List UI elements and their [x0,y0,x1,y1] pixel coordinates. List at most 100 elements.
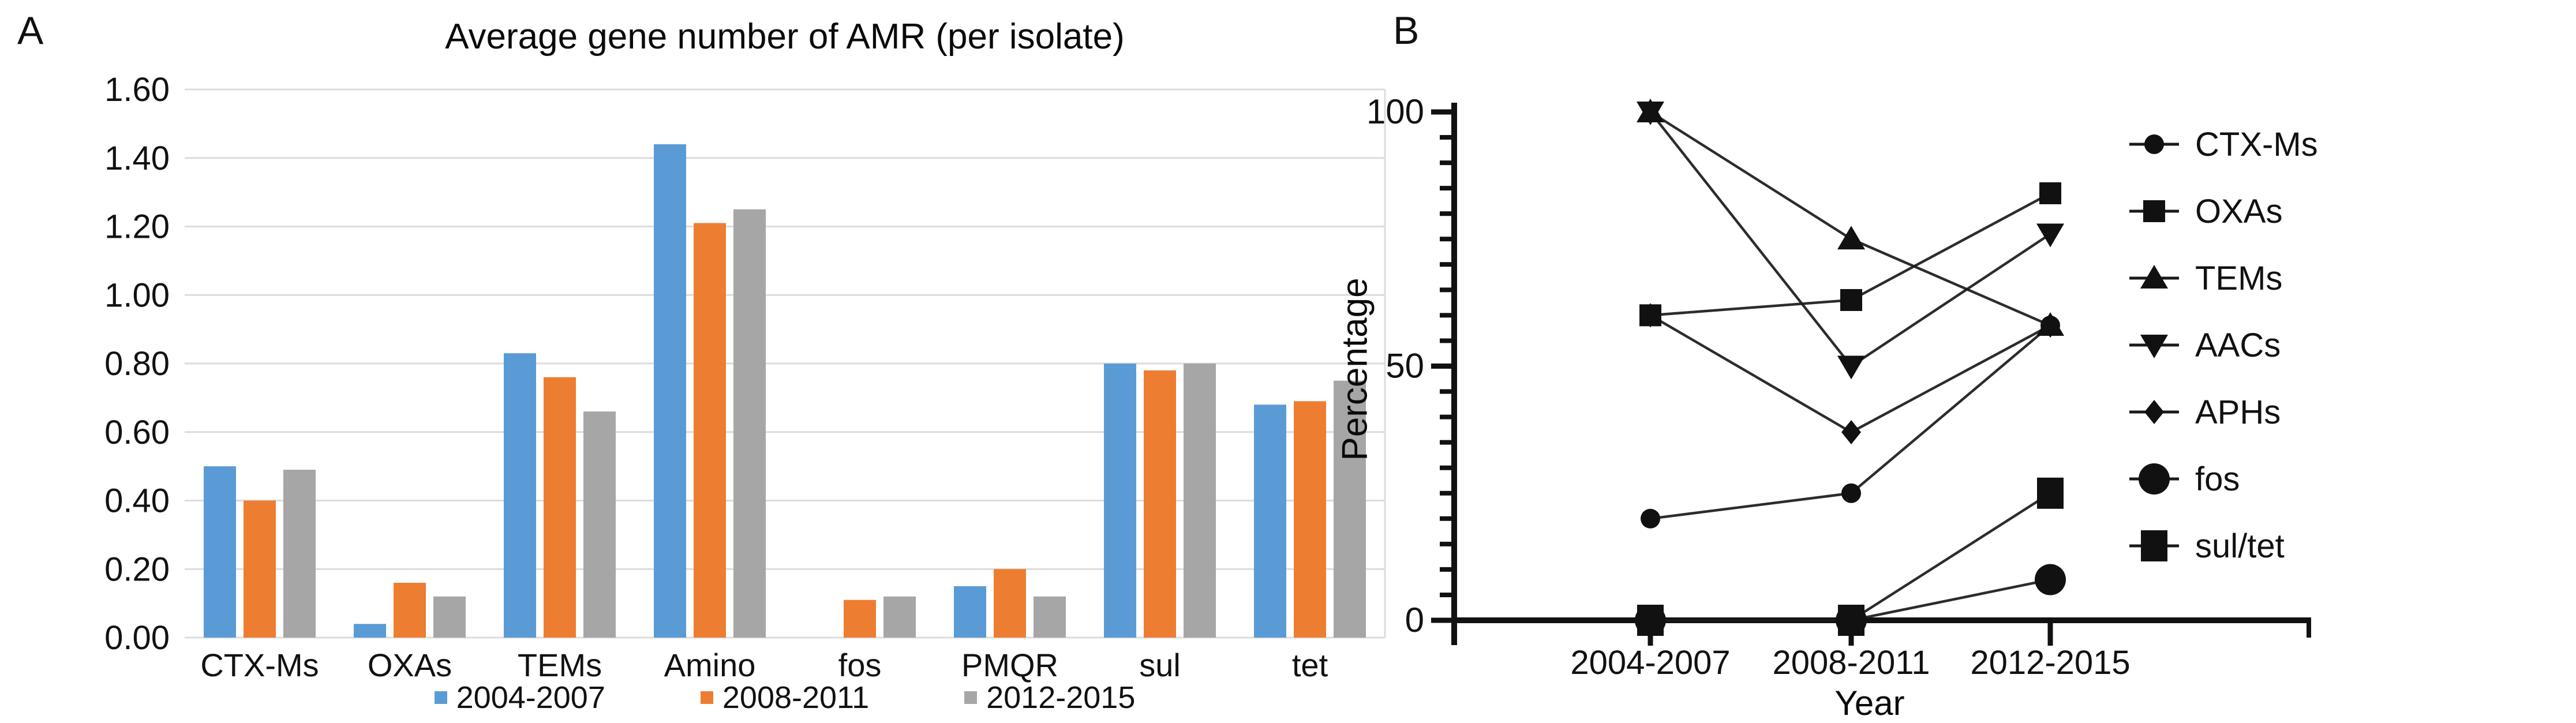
bar-series-2012-2015 [283,209,1366,638]
bar-sul-2012-2015 [1184,364,1216,638]
bar-series-2008-2011 [244,223,1326,638]
bar-sul-2008-2011 [1144,370,1176,638]
legend-item-TEMs: TEMs [2129,260,2282,297]
bar-OXAs-2008-2011 [394,583,426,638]
bar-sul-2004-2007 [1104,364,1136,638]
bar-OXAs-2012-2015 [433,596,466,638]
legend-item-label: TEMs [2195,260,2282,297]
marker-AACs [1837,355,1865,380]
bar-Amino-2008-2011 [694,223,726,638]
bar-chart-y-tick-label: 1.40 [104,140,170,177]
bar-fos-2008-2011 [844,600,876,638]
line-chart-axes [1431,103,2311,646]
line-chart-markers [1635,99,2066,636]
marker-OXAs [1639,304,1661,327]
bar-TEMs-2008-2011 [544,377,576,638]
bar-tet-2004-2007 [1254,404,1286,638]
bar-TEMs-2004-2007 [504,353,536,638]
bar-chart-y-tick-label: 1.00 [104,276,170,314]
marker-sul/tet [2037,477,2064,509]
legend-item-label: CTX-Ms [2195,126,2318,163]
bar-CTX-Ms-2004-2007 [204,466,236,638]
legend-item-label: fos [2195,460,2240,498]
line-chart: 0 50 100 2004-2007 2008-2011 2012-2015 CTX-Ms O… [1366,92,2318,681]
bar-chart: 0.00 0.20 0.40 0.60 0.80 1.00 1.20 1.40 1.60 CTX-… [104,71,1386,683]
bar-series-2004-2007 [204,144,1286,638]
line-chart-x-axis-title: Year [1834,684,1905,722]
bar-tet-2008-2011 [1294,401,1326,638]
legend-item-label: OXAs [2195,193,2283,230]
legend-item-label: 2008-2011 [722,680,870,715]
line-chart-y-tick-label: 100 [1366,92,1424,131]
line-chart-x-tick-label: 2008-2011 [1772,644,1930,681]
legend-swatch [700,691,713,704]
line-chart-y-axis-title: Percentage [1335,278,1375,461]
marker-fos [2035,564,2066,595]
bar-chart-x-labels: CTX-Ms OXAs TEMs Amino fos PMQR sul tet [200,647,1328,683]
bar-chart-category-label: PMQR [961,647,1058,683]
bar-chart-category-label: Amino [664,647,756,683]
bar-chart-y-tick-label: 0.20 [104,550,170,588]
marker-APHs [1841,420,1861,445]
bar-OXAs-2004-2007 [354,624,386,638]
marker-CTX-Ms [1641,508,1660,529]
marker-AACs [2036,223,2064,248]
legend-item-fos: fos [2129,460,2240,498]
bar-chart-y-tick-label: 0.00 [104,619,170,657]
legend-item-label: sul/tet [2195,527,2285,565]
bar-chart-y-tick-label: 0.40 [104,482,170,520]
legend-marker-APHs [2144,400,2164,424]
line-chart-x-tick-label: 2012-2015 [1970,644,2130,681]
line-chart-y-tick-label: 0 [1405,601,1424,639]
bar-chart-category-label: OXAs [368,647,452,683]
legend-marker-sul/tet [2141,530,2167,561]
legend-item-APHs: APHs [2129,394,2281,431]
legend-item-CTX-Ms: CTX-Ms [2129,126,2318,163]
bar-chart-category-label: sul [1139,647,1181,683]
legend-marker-OXAs [2143,200,2165,222]
legend-marker-CTX-Ms [2144,134,2164,154]
legend-swatch [964,691,978,704]
legend-item-2008-2011: 2008-2011 [700,680,870,715]
legend-marker-AACs [2140,335,2168,358]
bar-Amino-2004-2007 [654,144,686,638]
bar-PMQR-2012-2015 [1034,596,1066,638]
bar-Amino-2012-2015 [733,209,766,638]
marker-TEMs [1837,226,1865,250]
line-chart-legend: CTX-Ms OXAs TEMs AACs APHs fos sul/tet [2129,126,2318,565]
marker-OXAs [1840,289,1862,311]
legend-swatch [434,691,447,704]
bar-chart-category-label: TEMs [518,647,602,683]
legend-item-OXAs: OXAs [2129,193,2283,230]
marker-fos [1836,605,1867,636]
bar-chart-y-tick-label: 1.60 [104,71,170,108]
bar-chart-category-label: fos [838,647,882,683]
bar-PMQR-2008-2011 [994,569,1026,638]
legend-item-label: 2004-2007 [456,680,605,715]
bar-TEMs-2012-2015 [583,411,616,638]
marker-OXAs [2039,182,2061,204]
legend-item-AACs: AACs [2129,327,2281,364]
bar-chart-y-tick-label: 0.80 [104,345,170,383]
panel-a-label: A [17,9,44,53]
legend-item-label: AACs [2195,327,2281,364]
marker-CTX-Ms [1841,483,1861,503]
bar-chart-legend: 2004-2007 2008-2011 2012-2015 [185,680,1385,715]
legend-item-sul/tet: sul/tet [2129,527,2285,565]
bar-tet-2012-2015 [1334,380,1366,638]
marker-AACs [1637,102,1664,125]
bar-chart-title: Average gene number of AMR (per isolate) [445,17,1125,57]
bar-chart-category-label: tet [1292,647,1328,683]
panel-b-label: B [1393,9,1420,53]
line-chart-y-tick-label: 50 [1386,347,1424,385]
marker-TEMs [2036,312,2064,336]
legend-item-label: 2012-2015 [986,680,1136,715]
bar-chart-y-tick-label: 1.20 [104,208,170,246]
legend-item-label: APHs [2195,394,2281,431]
bar-CTX-Ms-2008-2011 [244,500,276,638]
legend-item-2012-2015: 2012-2015 [964,680,1135,715]
line-chart-x-tick-label: 2004-2007 [1570,644,1730,681]
marker-fos [1635,605,1666,636]
